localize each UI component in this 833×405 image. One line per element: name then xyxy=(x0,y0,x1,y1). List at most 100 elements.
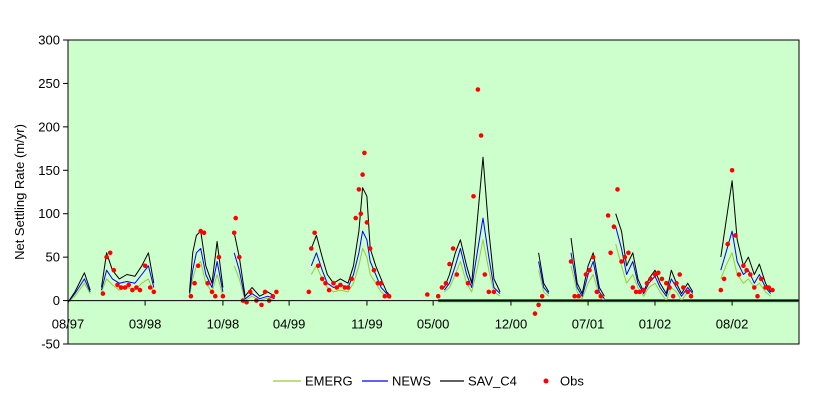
x-tick-label: 11/99 xyxy=(351,317,383,332)
obs-point xyxy=(270,293,276,299)
obs-point xyxy=(718,287,724,293)
obs-point xyxy=(752,285,757,290)
obs-point xyxy=(439,285,445,290)
obs-point xyxy=(637,289,642,295)
obs-point xyxy=(766,285,772,290)
obs-point xyxy=(587,267,592,273)
x-tick-label: 08/97 xyxy=(52,317,85,332)
obs-point xyxy=(475,87,481,92)
obs-point xyxy=(605,213,611,218)
obs-point xyxy=(532,311,538,316)
series-line-news xyxy=(101,265,155,291)
obs-point xyxy=(736,272,742,277)
obs-point xyxy=(674,280,679,286)
obs-point xyxy=(188,293,194,299)
obs-point xyxy=(126,282,131,288)
series-line-sav-c4 xyxy=(67,272,91,303)
series-line-news xyxy=(443,217,501,294)
x-tick-label: 08/02 xyxy=(716,317,749,332)
y-tick-label: 250 xyxy=(38,76,60,91)
legend-label-obs: Obs xyxy=(560,374,584,389)
series-line-news xyxy=(189,248,224,294)
obs-point xyxy=(664,280,669,286)
obs-point xyxy=(608,250,613,256)
series-line-emerg xyxy=(444,239,501,297)
y-tick-label: 0 xyxy=(53,293,60,308)
obs-point xyxy=(435,293,441,299)
obs-point xyxy=(425,292,430,297)
obs-point xyxy=(659,276,665,282)
obs-point xyxy=(220,293,226,299)
obs-point xyxy=(312,230,317,236)
y-tick-label: 50 xyxy=(46,250,60,265)
legend-label-emerg: EMERG xyxy=(305,374,353,389)
series-line-emerg xyxy=(720,252,771,297)
obs-point xyxy=(443,280,449,286)
obs-point xyxy=(454,272,460,277)
obs-point xyxy=(323,280,328,286)
obs-point xyxy=(205,280,210,286)
obs-point xyxy=(763,285,768,290)
obs-point xyxy=(259,302,264,308)
obs-point xyxy=(644,280,650,286)
obs-point xyxy=(572,293,577,299)
obs-point xyxy=(358,211,364,216)
obs-point xyxy=(626,250,631,256)
obs-point xyxy=(364,220,370,225)
series-line-sav-c4 xyxy=(720,180,772,293)
obs-point xyxy=(122,285,128,290)
obs-point xyxy=(319,276,325,282)
obs-point xyxy=(306,289,312,295)
obs-point xyxy=(568,259,574,264)
obs-point xyxy=(201,230,207,236)
y-tick-label: 100 xyxy=(38,206,60,221)
obs-point xyxy=(345,285,351,290)
x-tick-label: 07/01 xyxy=(572,317,605,332)
obs-point xyxy=(648,276,653,282)
obs-point xyxy=(367,246,373,251)
obs-point xyxy=(770,287,775,293)
obs-point xyxy=(583,272,589,277)
x-tick-label: 10/98 xyxy=(207,317,240,332)
obs-point xyxy=(353,215,359,221)
obs-point xyxy=(729,168,735,173)
series-layer xyxy=(67,87,775,316)
obs-point xyxy=(656,270,661,276)
obs-point xyxy=(641,287,646,293)
obs-point xyxy=(594,289,600,295)
y-axis-title: Net Settling Rate (m/yr) xyxy=(12,124,27,260)
y-tick-label: -50 xyxy=(41,337,60,352)
obs-point xyxy=(755,293,760,299)
obs-point xyxy=(118,285,124,290)
y-tick-label: 200 xyxy=(38,119,60,134)
obs-point xyxy=(486,289,492,295)
obs-point xyxy=(111,267,117,273)
obs-point xyxy=(721,276,727,282)
obs-point xyxy=(758,276,764,282)
obs-point xyxy=(356,187,362,192)
obs-point xyxy=(611,224,617,229)
obs-point xyxy=(360,172,365,177)
obs-point xyxy=(315,263,321,269)
obs-point xyxy=(233,215,238,221)
obs-point xyxy=(338,282,343,288)
obs-point xyxy=(213,293,218,299)
series-line-emerg xyxy=(233,265,275,302)
series-line-news xyxy=(233,252,275,300)
obs-point xyxy=(382,293,388,299)
y-tick-label: 150 xyxy=(38,163,60,178)
obs-point xyxy=(262,289,268,295)
obs-point xyxy=(741,263,746,269)
obs-point xyxy=(748,272,753,277)
x-tick-label: 12/00 xyxy=(495,317,528,332)
obs-point xyxy=(598,293,604,299)
obs-point xyxy=(192,280,197,286)
obs-point xyxy=(465,280,471,286)
obs-point xyxy=(478,133,484,138)
x-tick-label: 05/00 xyxy=(417,317,450,332)
series-line-sav-c4 xyxy=(570,237,605,297)
obs-point xyxy=(447,261,452,267)
obs-point xyxy=(536,302,541,308)
series-line-sav-c4 xyxy=(538,252,550,293)
